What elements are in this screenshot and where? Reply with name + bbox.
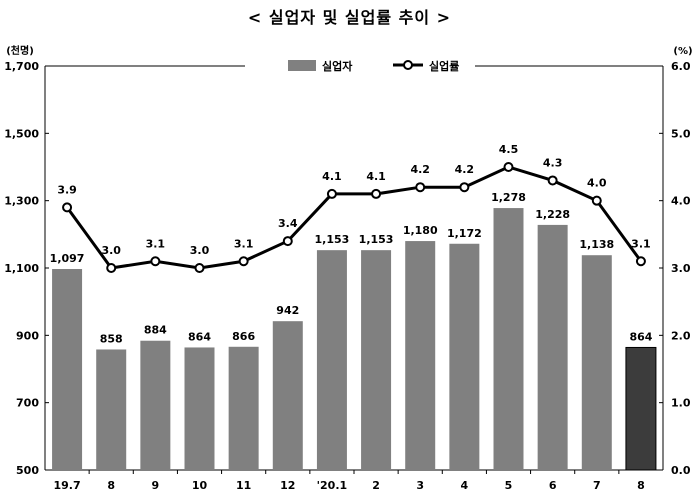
bar [272, 321, 303, 470]
y-left-tick-label: 1,100 [4, 262, 39, 275]
x-tick-label: 3 [416, 479, 424, 492]
y-right-tick-label: 3.0 [671, 262, 691, 275]
rate-point [635, 256, 646, 267]
bar-value-label: 1,172 [447, 227, 482, 240]
y-right-tick-label: 0.0 [671, 464, 691, 477]
x-tick-label: 8 [107, 479, 115, 492]
chart-title: < 실업자 및 실업률 추이 > [247, 8, 452, 27]
x-tick-label: 4 [461, 479, 469, 492]
y-right-tick-label: 6.0 [671, 60, 691, 73]
legend-line-label: 실업률 [429, 59, 459, 73]
rate-point [591, 195, 602, 206]
bar [581, 255, 612, 470]
bar-value-label: 858 [100, 332, 123, 345]
y-left-tick-label: 700 [16, 397, 39, 410]
bar [52, 269, 83, 470]
bar-value-label: 864 [629, 330, 652, 343]
bar [493, 208, 524, 470]
x-tick-label: 11 [236, 479, 251, 492]
bar [361, 250, 392, 470]
rate-point [415, 182, 426, 193]
bar [449, 243, 480, 470]
x-tick-label: 8 [637, 479, 645, 492]
rate-value-label: 3.4 [278, 217, 298, 230]
y-right-tick-label: 5.0 [671, 127, 691, 140]
axes: 500 700 900 1,100 1,300 1,500 1,700 (천명) 0.0 1.0 2… [4, 44, 692, 492]
rate-line [65, 165, 643, 270]
bar-value-label: 1,278 [491, 191, 526, 204]
bar [96, 349, 127, 470]
x-tick-label: 2 [372, 479, 380, 492]
rate-point [62, 202, 73, 213]
y-left-tick-label: 500 [16, 464, 39, 477]
x-tick-label: 9 [152, 479, 160, 492]
bar-value-label: 1,180 [403, 224, 438, 237]
legend-line-marker [403, 60, 413, 70]
rate-value-label: 4.1 [322, 170, 342, 183]
rate-point [150, 256, 161, 267]
bar-value-label: 942 [276, 304, 299, 317]
rate-point [106, 263, 117, 273]
rate-value-label: 3.1 [631, 237, 651, 250]
x-tick-label: 7 [593, 479, 601, 492]
legend: 실업자 실업률 [288, 59, 459, 73]
bar [405, 241, 436, 470]
bar-value-label: 1,153 [359, 233, 394, 246]
y-left-tick-label: 1,700 [4, 60, 39, 73]
rate-point [282, 236, 293, 247]
rate-value-label: 3.1 [234, 237, 254, 250]
rate-value-label: 3.9 [57, 183, 77, 196]
rate-point [459, 182, 470, 193]
rate-value-label: 3.0 [190, 244, 210, 257]
bar [316, 250, 347, 470]
y-right-tick-label: 4.0 [671, 195, 691, 208]
bar-value-label: 1,153 [315, 233, 350, 246]
rate-value-label: 4.2 [410, 163, 430, 176]
rate-value-label: 4.2 [455, 163, 475, 176]
y-right-tick-label: 1.0 [671, 397, 691, 410]
rate-value-label: 4.3 [543, 156, 563, 169]
rate-point [503, 162, 514, 172]
bar-value-label: 1,097 [50, 252, 85, 265]
x-tick-label: 12 [280, 479, 295, 492]
y-left-tick-label: 1,500 [4, 127, 39, 140]
y-right-unit: (%) [673, 46, 692, 57]
plot-frame [44, 65, 664, 471]
bar [140, 340, 171, 470]
bar [625, 346, 657, 471]
legend-bar-label: 실업자 [322, 59, 353, 73]
x-tick-label: 10 [192, 479, 208, 492]
rate-point [547, 175, 558, 186]
bar-value-label: 884 [144, 324, 167, 337]
rate-point [194, 263, 205, 273]
rate-value-label: 4.1 [366, 170, 386, 183]
rate-value-label: 4.5 [499, 143, 519, 156]
x-tick-label: 6 [549, 479, 557, 492]
bar [184, 347, 215, 470]
y-left-tick-label: 1,300 [4, 195, 39, 208]
bar-series: 1,097 858 884 864 866 942 1,153 1,153 1,180 1,172… [50, 191, 657, 471]
rate-point [371, 188, 382, 199]
line-series: 3.9 3.0 3.1 3.0 3.1 3.4 4.1 4.1 4.2 4.2 4.5 4.3 4.0 3… [57, 143, 651, 273]
rate-point [238, 256, 249, 267]
y-right-tick-label: 2.0 [671, 329, 691, 342]
x-tick-label: 5 [505, 479, 513, 492]
rate-value-label: 4.0 [587, 177, 607, 190]
rate-value-label: 3.0 [101, 244, 121, 257]
y-left-tick-label: 900 [16, 329, 39, 342]
y-left-unit: (천명) [6, 44, 34, 57]
bar [537, 224, 568, 470]
bar-value-label: 1,138 [579, 238, 614, 251]
bar-value-label: 1,228 [535, 208, 570, 221]
x-tick-label: 19.7 [54, 479, 81, 492]
legend-bar-swatch [288, 60, 316, 71]
rate-value-label: 3.1 [146, 237, 166, 250]
bar-value-label: 864 [188, 330, 211, 343]
rate-point [326, 188, 337, 199]
bar-value-label: 866 [232, 330, 255, 343]
bar [228, 346, 259, 470]
x-tick-label: '20.1 [317, 479, 348, 492]
